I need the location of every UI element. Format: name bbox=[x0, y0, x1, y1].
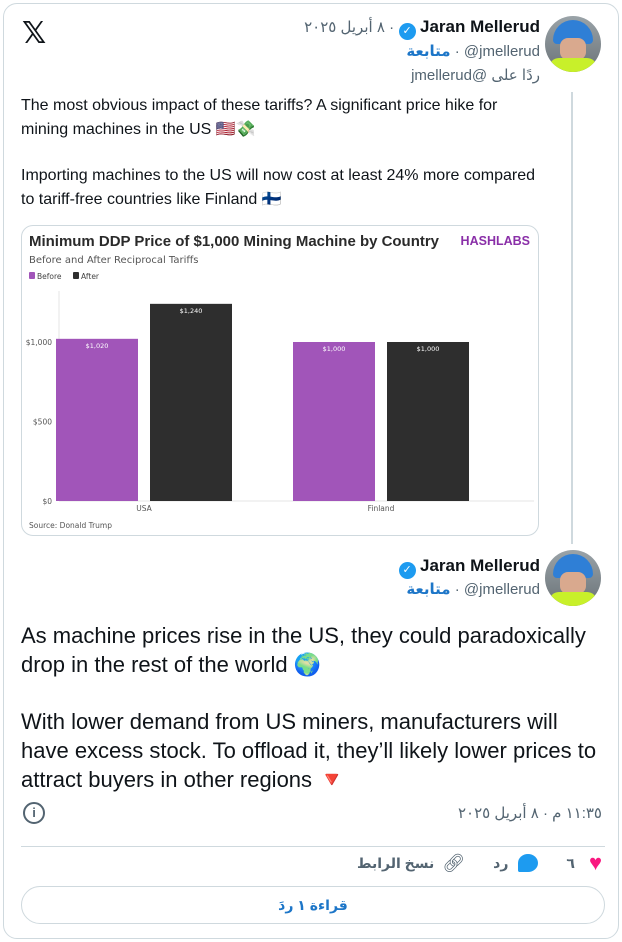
chart-subtitle: Before and After Reciprocal Tariffs bbox=[29, 255, 199, 266]
handle[interactable]: @jmellerud bbox=[463, 581, 540, 598]
heart-icon: ♥ bbox=[588, 850, 602, 875]
bar-finland-after bbox=[387, 342, 469, 501]
tweet2-text-1: As machine prices rise in the US, they c… bbox=[21, 623, 586, 677]
speech-bubble-icon bbox=[518, 854, 539, 872]
copy-link-button[interactable]: 🔗︎ نسخ الرابط bbox=[357, 853, 465, 874]
avatar[interactable] bbox=[545, 16, 601, 72]
follow-button[interactable]: متابعة bbox=[406, 581, 451, 598]
reply-button[interactable]: رد bbox=[493, 854, 539, 872]
chart-source: Source: Donald Trump bbox=[29, 521, 112, 530]
likes-count: ٦ bbox=[566, 854, 575, 871]
link-icon: 🔗︎ bbox=[442, 852, 466, 873]
bar-chart: Minimum DDP Price of $1,000 Mining Machi… bbox=[26, 234, 534, 530]
bar-finland-before bbox=[293, 342, 375, 501]
data-label: $1,020 bbox=[86, 342, 109, 350]
chart-image[interactable]: Minimum DDP Price of $1,000 Mining Machi… bbox=[21, 225, 539, 536]
brand-logo: HASHLABS bbox=[461, 234, 530, 248]
bar-usa-before bbox=[56, 338, 138, 501]
data-label: $1,000 bbox=[417, 345, 440, 353]
reply-to[interactable]: ردًا على @jmellerud bbox=[411, 67, 540, 84]
author-name[interactable]: Jaran Mellerud bbox=[420, 556, 540, 575]
tweet1-text-1: The most obvious impact of these tariffs… bbox=[21, 97, 498, 138]
thread-line bbox=[571, 92, 573, 544]
bar-usa-after bbox=[150, 303, 232, 501]
y-tick-label: $0 bbox=[42, 497, 52, 506]
x-logo-icon[interactable]: 𝕏 bbox=[22, 16, 47, 51]
avatar[interactable] bbox=[545, 550, 601, 606]
info-icon[interactable]: i bbox=[23, 802, 45, 824]
chart-title: Minimum DDP Price of $1,000 Mining Machi… bbox=[29, 234, 439, 250]
legend-label-before: Before bbox=[37, 272, 62, 281]
verified-badge-icon: ✓ bbox=[398, 562, 416, 579]
copy-link-label: نسخ الرابط bbox=[356, 854, 435, 871]
handle-line: @jmellerud · متابعة bbox=[406, 43, 540, 60]
reply-label: رد bbox=[493, 854, 509, 871]
actions-bar: ♥ ٦ رد 🔗︎ نسخ الرابط bbox=[357, 850, 602, 876]
tweet2-author-line: Jaran Mellerud ✓ bbox=[398, 556, 540, 579]
divider bbox=[21, 846, 605, 847]
x-tick-label: Finland bbox=[368, 504, 395, 513]
tweet-timestamp[interactable]: ١١:٣٥ م · ٨ أبريل ٢٠٢٥ bbox=[458, 805, 602, 822]
tweet1-text-2: Importing machines to the US will now co… bbox=[21, 167, 536, 208]
legend-label-after: After bbox=[81, 272, 100, 281]
read-replies-button[interactable]: قراءة ١ ردَ bbox=[21, 886, 605, 924]
legend-swatch-before bbox=[29, 272, 35, 279]
x-tick-label: USA bbox=[136, 504, 152, 513]
data-label: $1,000 bbox=[323, 345, 346, 353]
follow-button[interactable]: متابعة bbox=[406, 43, 451, 60]
handle[interactable]: @jmellerud bbox=[463, 43, 540, 60]
data-label: $1,240 bbox=[180, 307, 203, 315]
handle-line: @jmellerud · متابعة bbox=[406, 581, 540, 598]
tweet-date[interactable]: ٨ أبريل ٢٠٢٥ bbox=[304, 19, 385, 36]
tweet-embed-card bbox=[3, 3, 619, 939]
verified-badge-icon: ✓ bbox=[398, 23, 416, 40]
y-tick-label: $1,000 bbox=[26, 338, 52, 347]
tweet1-author-line: Jaran Mellerud ✓ · ٨ أبريل ٢٠٢٥ bbox=[304, 17, 540, 40]
legend-swatch-after bbox=[73, 272, 79, 279]
author-name[interactable]: Jaran Mellerud bbox=[420, 17, 540, 36]
tweet2-text-2: With lower demand from US miners, manufa… bbox=[21, 709, 597, 792]
like-button[interactable]: ♥ ٦ bbox=[566, 850, 602, 876]
y-tick-label: $500 bbox=[33, 418, 52, 427]
legend: Before After bbox=[29, 272, 100, 281]
